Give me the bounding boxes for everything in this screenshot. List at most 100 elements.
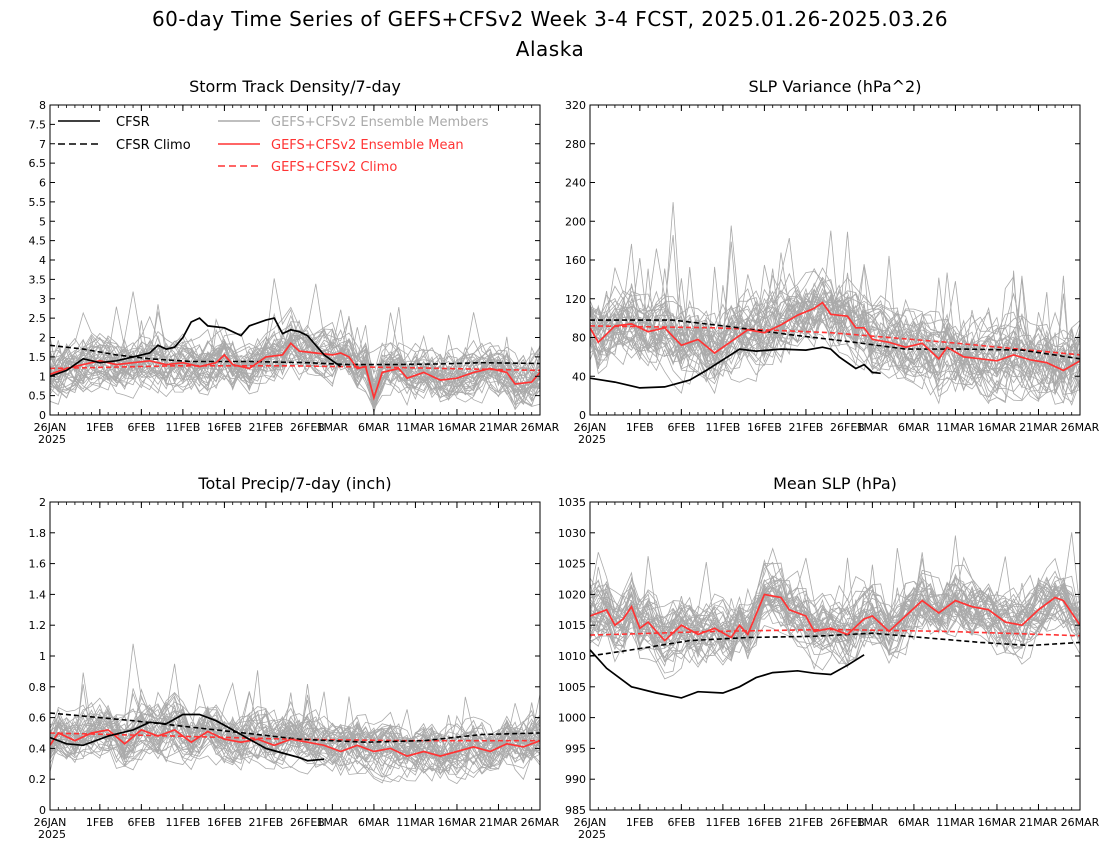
ensemble-member-line	[590, 584, 1080, 680]
series-gefs-cfsv2-ensemble-mean	[590, 301, 1080, 372]
x-tick-label: 16FEB	[207, 421, 242, 434]
ensemble-member-line	[50, 684, 540, 761]
y-tick-label: 1010	[558, 650, 586, 663]
series-cfsr	[50, 713, 325, 762]
x-tick-label: 6MAR	[358, 816, 390, 829]
x-tick-label: 1MAR	[857, 421, 889, 434]
y-tick-label: 80	[572, 332, 586, 345]
x-tick-label: 26FEB	[290, 816, 325, 829]
x-year-label: 2025	[578, 433, 606, 446]
y-tick-label: 5	[39, 215, 46, 228]
x-tick-label: 11MAR	[936, 421, 975, 434]
x-tick-label: 6FEB	[127, 816, 155, 829]
figure-title: 60-day Time Series of GEFS+CFSv2 Week 3-…	[152, 7, 948, 31]
ensemble-member-line	[590, 230, 1080, 384]
x-tick-label: 26FEB	[290, 421, 325, 434]
series-gefs-cfsv2-climo	[50, 364, 540, 372]
legend-label-cfsr-climo: CFSR Climo	[116, 138, 191, 153]
y-tick-label: 1020	[558, 588, 586, 601]
ensemble-member-line	[50, 306, 540, 403]
x-tick-label: 16MAR	[438, 421, 477, 434]
y-tick-label: 1.2	[29, 619, 47, 632]
legend: CFSR CFSR Climo GEFS+CFSv2 Ensemble Memb…	[58, 115, 489, 175]
x-tick-label: 16MAR	[438, 816, 477, 829]
ensemble-members	[590, 202, 1080, 406]
x-tick-label: 26MAR	[521, 421, 560, 434]
plot-area	[590, 532, 1080, 699]
x-tick-label: 21FEB	[249, 816, 284, 829]
x-tick-label: 11MAR	[396, 816, 435, 829]
ensemble-member-line	[590, 248, 1080, 378]
panel-title: Storm Track Density/7-day	[189, 77, 401, 96]
y-tick-label: 6	[39, 177, 46, 190]
series-cfsr	[590, 346, 881, 389]
series-gefs-cfsv2-climo	[590, 325, 1080, 356]
figure-subtitle: Alaska	[516, 37, 584, 61]
series-gefs-cfsv2-ensemble-mean	[50, 728, 540, 758]
x-tick-label: 1FEB	[626, 816, 654, 829]
x-tick-label: 1FEB	[626, 421, 654, 434]
x-tick-label: 11FEB	[165, 816, 200, 829]
ensemble-members	[50, 643, 540, 785]
panel-title: SLP Variance (hPa^2)	[749, 77, 922, 96]
x-tick-label: 11MAR	[396, 421, 435, 434]
y-tick-label: 0.6	[29, 712, 47, 725]
x-tick-label: 6MAR	[898, 816, 930, 829]
y-tick-label: 6.5	[29, 157, 47, 170]
y-tick-label: 0.5	[29, 390, 47, 403]
x-tick-label: 11MAR	[936, 816, 975, 829]
ensemble-member-line	[590, 593, 1080, 670]
ensemble-member-line	[50, 329, 540, 407]
y-tick-label: 2	[39, 332, 46, 345]
ensemble-member-line	[50, 306, 540, 390]
x-tick-label: 16MAR	[978, 816, 1017, 829]
series-gefs-cfsv2-ensemble-mean	[50, 342, 540, 401]
x-tick-label: 6MAR	[358, 421, 390, 434]
ensemble-member-line	[590, 577, 1080, 644]
y-tick-label: 990	[565, 773, 586, 786]
x-tick-label: 26JAN	[34, 816, 67, 829]
ensemble-member-line	[590, 586, 1080, 665]
x-tick-label: 6FEB	[667, 421, 695, 434]
ensemble-member-line	[50, 692, 540, 764]
plot-area	[50, 643, 540, 785]
y-tick-label: 7	[39, 138, 46, 151]
y-tick-label: 1	[39, 650, 46, 663]
x-tick-label: 16MAR	[978, 421, 1017, 434]
ensemble-members	[50, 278, 540, 413]
y-tick-label: 2	[39, 496, 46, 509]
series-cfsr-climo	[50, 712, 540, 744]
y-tick-label: 1.8	[29, 527, 47, 540]
x-tick-label: 16FEB	[207, 816, 242, 829]
y-tick-label: 1.6	[29, 558, 47, 571]
plot-area	[590, 202, 1080, 406]
panel-title: Mean SLP (hPa)	[773, 474, 897, 493]
legend-label-gefs-climo: GEFS+CFSv2 Climo	[271, 160, 397, 175]
x-tick-label: 26JAN	[574, 816, 607, 829]
plot-area	[50, 278, 540, 413]
x-tick-label: 21FEB	[249, 421, 284, 434]
ensemble-member-line	[50, 721, 540, 781]
panel-title: Total Precip/7-day (inch)	[197, 474, 391, 493]
ensemble-member-line	[50, 688, 540, 770]
x-tick-label: 26MAR	[1061, 421, 1100, 434]
legend-label-members: GEFS+CFSv2 Ensemble Members	[271, 115, 489, 130]
x-tick-label: 1FEB	[86, 421, 114, 434]
y-tick-label: 3.5	[29, 273, 47, 286]
panel-mean-slp: Mean SLP (hPa) 985 990 995 1000 1005 1010 1015 1…	[558, 474, 1100, 841]
y-tick-label: 1.5	[29, 351, 47, 364]
y-tick-label: 1.4	[29, 588, 47, 601]
ensemble-member-line	[50, 710, 540, 770]
panel-total-precip: Total Precip/7-day (inch)00.20.40.60.811…	[29, 474, 560, 841]
panel-slp-variance: SLP Variance (hPa^2) 0 40 80 120 160 200 240 280…	[565, 77, 1100, 446]
x-tick-label: 16FEB	[747, 816, 782, 829]
y-tick-label: 4	[39, 254, 46, 267]
series-gefs-cfsv2-ensemble-mean	[590, 593, 1080, 642]
ensemble-member-line	[590, 586, 1080, 674]
y-tick-label: 0	[39, 804, 46, 817]
x-tick-label: 26FEB	[830, 816, 865, 829]
y-tick-label: 200	[565, 215, 586, 228]
y-tick-label: 5.5	[29, 196, 47, 209]
panel-storm-track-density: Storm Track Density/7-day 0 0.5 1 1.5 2 2.5 3 3.…	[29, 77, 560, 446]
x-tick-label: 21FEB	[789, 816, 824, 829]
